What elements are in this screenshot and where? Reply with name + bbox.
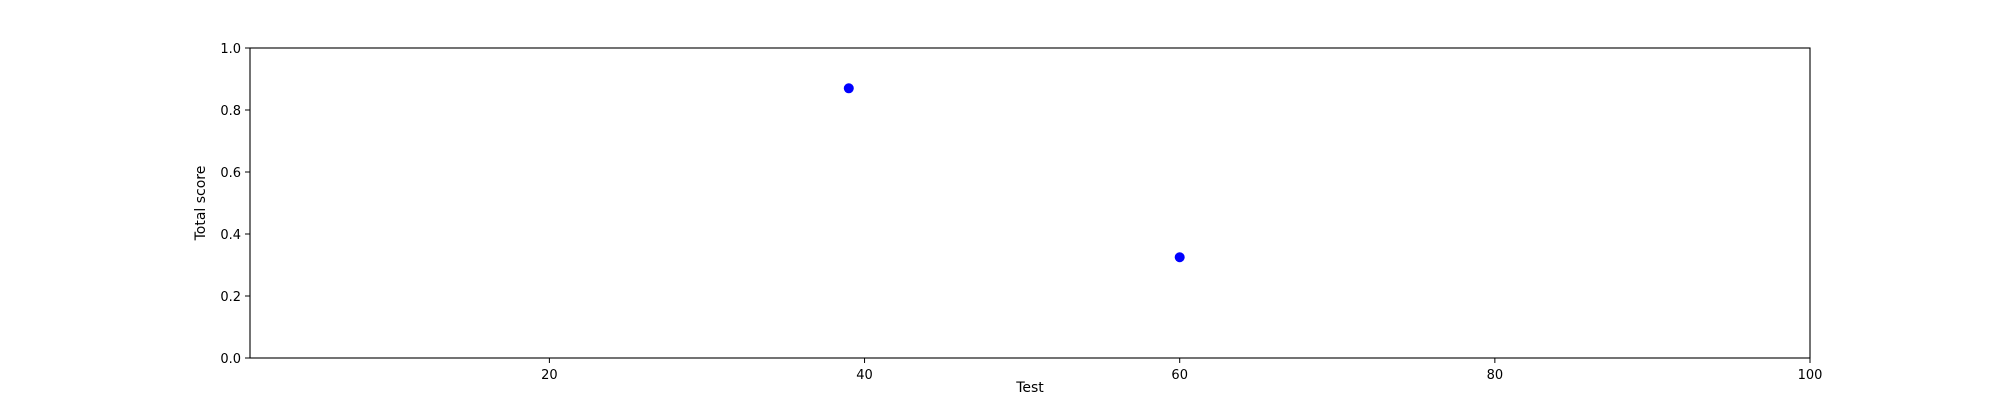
data-points (843, 83, 1185, 263)
x-tick-label: 60 (1171, 368, 1188, 383)
data-point (843, 83, 854, 94)
x-axis-label: Test (1015, 380, 1044, 396)
x-tick-label: 100 (1798, 368, 1823, 383)
y-tick-label: 0.2 (220, 290, 241, 305)
axes-frame (249, 47, 1811, 359)
y-tick-label: 1.0 (220, 42, 241, 57)
y-tick-label: 0.6 (220, 166, 241, 181)
y-tick-label: 0.4 (220, 228, 241, 243)
y-tick-label: 0.0 (220, 352, 241, 367)
x-tick-label: 80 (1487, 368, 1504, 383)
y-tick-label: 0.8 (220, 104, 241, 119)
y-axis-ticks: 0.0 0.2 0.4 0.6 0.8 1.0 (220, 42, 250, 367)
x-axis-ticks: 20 40 60 80 100 (541, 358, 1822, 383)
data-point (1174, 252, 1185, 263)
y-axis-label: Total score (193, 166, 209, 242)
x-tick-label: 40 (856, 368, 873, 383)
x-tick-label: 20 (541, 368, 558, 383)
plot-area (249, 47, 1811, 359)
